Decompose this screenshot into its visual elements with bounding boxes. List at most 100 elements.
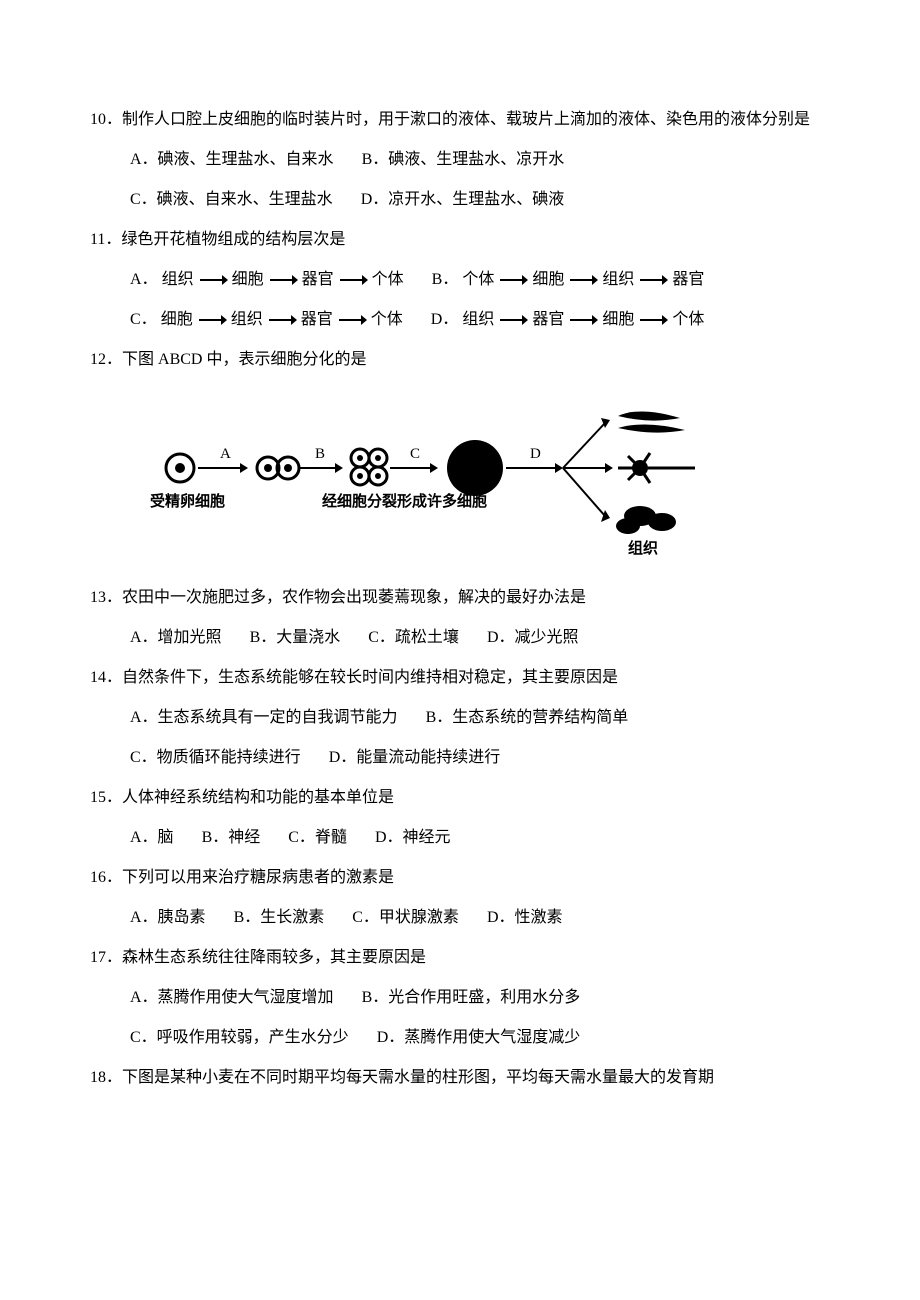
q13-option-c: C．疏松土壤: [368, 618, 459, 658]
q11-option-d: D． 组织 器官 细胞 个体: [431, 300, 705, 340]
fig-label-a: A: [220, 446, 231, 462]
q16-options: A．胰岛素 B．生长激素 C．甲状腺激素 D．性激素: [90, 898, 830, 938]
opt-part: 细胞: [602, 300, 634, 340]
q14-stem-text: 自然条件下，生态系统能够在较长时间内维持相对稳定，其主要原因是: [122, 669, 618, 686]
q17-stem-text: 森林生态系统往往降雨较多，其主要原因是: [122, 949, 426, 966]
arrow-icon: [568, 273, 598, 287]
q16-number: 16．: [90, 869, 122, 886]
q13-stem: 13．农田中一次施肥过多，农作物会出现萎蔫现象，解决的最好办法是: [90, 578, 830, 618]
q10-stem-text: 制作人口腔上皮细胞的临时装片时，用于漱口的液体、载玻片上滴加的液体、染色用的液体…: [122, 111, 810, 128]
q18-stem: 18．下图是某种小麦在不同时期平均每天需水量的柱形图，平均每天需水量最大的发育期: [90, 1058, 830, 1098]
opt-part: 器官: [532, 300, 564, 340]
opt-label: D．: [431, 300, 459, 340]
arrow-icon: [198, 273, 228, 287]
opt-part: 组织: [162, 260, 194, 300]
q18-stem-text: 下图是某种小麦在不同时期平均每天需水量的柱形图，平均每天需水量最大的发育期: [122, 1069, 714, 1086]
q10-option-a: A．碘液、生理盐水、自来水: [130, 140, 334, 180]
q14-option-b: B．生态系统的营养结构简单: [426, 698, 629, 738]
q11-options: A． 组织 细胞 器官 个体 B． 个体 细胞 组织 器官 C． 细胞 组织 器: [90, 260, 830, 340]
q16-option-c: C．甲状腺激素: [352, 898, 459, 938]
fig-label-mid: 经细胞分裂形成许多细胞: [322, 492, 487, 510]
q12-stem: 12．下图 ABCD 中，表示细胞分化的是: [90, 340, 830, 380]
q13-stem-text: 农田中一次施肥过多，农作物会出现萎蔫现象，解决的最好办法是: [122, 589, 586, 606]
q11-option-c: C． 细胞 组织 器官 个体: [130, 300, 403, 340]
q13-number: 13．: [90, 589, 122, 606]
fig-label-right: 组织: [628, 539, 658, 557]
q16-option-d: D．性激素: [487, 898, 563, 938]
fig-label-b: B: [315, 446, 325, 462]
q16-option-a: A．胰岛素: [130, 898, 206, 938]
q17-number: 17．: [90, 949, 122, 966]
arrow-icon: [638, 313, 668, 327]
q11-stem: 11．绿色开花植物组成的结构层次是: [90, 220, 830, 260]
opt-part: 个体: [462, 260, 494, 300]
q16-stem-text: 下列可以用来治疗糖尿病患者的激素是: [122, 869, 394, 886]
q14-stem: 14．自然条件下，生态系统能够在较长时间内维持相对稳定，其主要原因是: [90, 658, 830, 698]
fig-label-d: D: [530, 446, 541, 462]
opt-part: 细胞: [161, 300, 193, 340]
opt-part: 器官: [302, 260, 334, 300]
opt-part: 个体: [372, 260, 404, 300]
opt-part: 组织: [602, 260, 634, 300]
opt-part: 个体: [371, 300, 403, 340]
arrow-icon: [268, 273, 298, 287]
opt-part: 器官: [672, 260, 704, 300]
q15-option-a: A．脑: [130, 818, 174, 858]
arrow-icon: [568, 313, 598, 327]
q15-stem-text: 人体神经系统结构和功能的基本单位是: [122, 789, 394, 806]
q17-option-c: C．呼吸作用较弱，产生水分少: [130, 1018, 349, 1058]
q11-option-b: B． 个体 细胞 组织 器官: [432, 260, 705, 300]
opt-part: 细胞: [532, 260, 564, 300]
q10-options: A．碘液、生理盐水、自来水 B．碘液、生理盐水、凉开水 C．碘液、自来水、生理盐…: [90, 140, 830, 220]
q10-stem: 10．制作人口腔上皮细胞的临时装片时，用于漱口的液体、载玻片上滴加的液体、染色用…: [90, 100, 830, 140]
arrow-icon: [197, 313, 227, 327]
arrow-icon: [267, 313, 297, 327]
opt-label: A．: [130, 260, 158, 300]
opt-label: C．: [130, 300, 157, 340]
q14-number: 14．: [90, 669, 122, 686]
q12-figure: A B C D: [150, 398, 830, 568]
q17-stem: 17．森林生态系统往往降雨较多，其主要原因是: [90, 938, 830, 978]
q13-option-a: A．增加光照: [130, 618, 222, 658]
opt-part: 细胞: [232, 260, 264, 300]
q17-option-d: D．蒸腾作用使大气湿度减少: [377, 1018, 581, 1058]
q15-option-b: B．神经: [202, 818, 261, 858]
q15-stem: 15．人体神经系统结构和功能的基本单位是: [90, 778, 830, 818]
q14-option-a: A．生态系统具有一定的自我调节能力: [130, 698, 398, 738]
q17-option-a: A．蒸腾作用使大气湿度增加: [130, 978, 334, 1018]
q11-stem-text: 绿色开花植物组成的结构层次是: [121, 231, 345, 248]
arrow-icon: [638, 273, 668, 287]
q11-number: 11．: [90, 231, 121, 248]
q16-option-b: B．生长激素: [234, 898, 325, 938]
q15-option-d: D．神经元: [375, 818, 451, 858]
arrow-icon: [498, 313, 528, 327]
opt-label: B．: [432, 260, 459, 300]
q14-option-c: C．物质循环能持续进行: [130, 738, 301, 778]
q13-options: A．增加光照 B．大量浇水 C．疏松土壤 D．减少光照: [90, 618, 830, 658]
q13-option-d: D．减少光照: [487, 618, 579, 658]
q15-option-c: C．脊髓: [288, 818, 347, 858]
q16-stem: 16．下列可以用来治疗糖尿病患者的激素是: [90, 858, 830, 898]
opt-part: 器官: [301, 300, 333, 340]
q17-options: A．蒸腾作用使大气湿度增加 B．光合作用旺盛，利用水分多 C．呼吸作用较弱，产生…: [90, 978, 830, 1058]
q17-option-b: B．光合作用旺盛，利用水分多: [362, 978, 581, 1018]
opt-part: 组织: [231, 300, 263, 340]
q12-stem-text: 下图 ABCD 中，表示细胞分化的是: [122, 351, 366, 368]
q12-number: 12．: [90, 351, 122, 368]
q14-option-d: D．能量流动能持续进行: [329, 738, 501, 778]
q14-options: A．生态系统具有一定的自我调节能力 B．生态系统的营养结构简单 C．物质循环能持…: [90, 698, 830, 778]
q10-option-b: B．碘液、生理盐水、凉开水: [362, 140, 565, 180]
q18-number: 18．: [90, 1069, 122, 1086]
q15-number: 15．: [90, 789, 122, 806]
q10-option-c: C．碘液、自来水、生理盐水: [130, 180, 333, 220]
fig-label-left: 受精卵细胞: [150, 492, 225, 510]
q10-option-d: D．凉开水、生理盐水、碘液: [361, 180, 565, 220]
opt-part: 个体: [672, 300, 704, 340]
q11-option-a: A． 组织 细胞 器官 个体: [130, 260, 404, 300]
q15-options: A．脑 B．神经 C．脊髓 D．神经元: [90, 818, 830, 858]
fig-label-c: C: [410, 446, 420, 462]
opt-part: 组织: [462, 300, 494, 340]
q10-number: 10．: [90, 111, 122, 128]
arrow-icon: [498, 273, 528, 287]
arrow-icon: [337, 313, 367, 327]
